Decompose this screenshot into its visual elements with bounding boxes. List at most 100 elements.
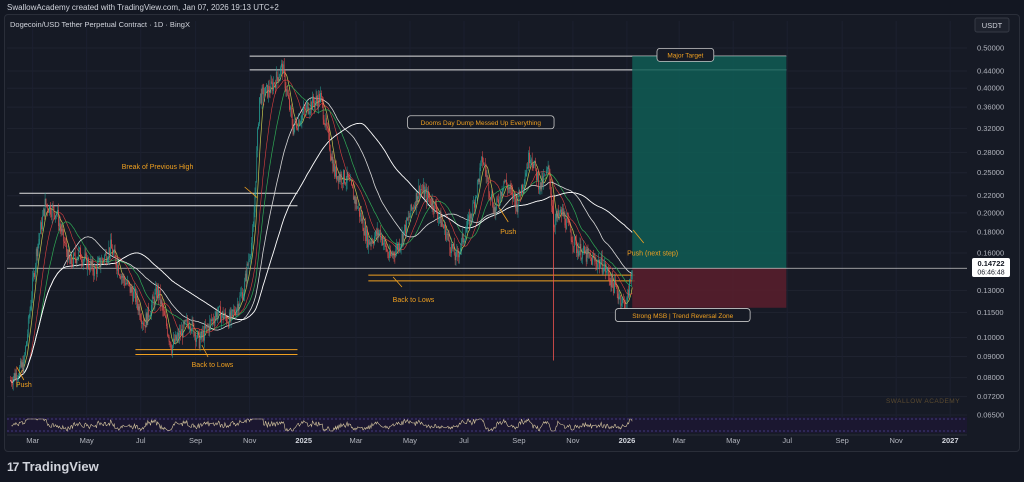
candle — [263, 88, 265, 98]
candle — [602, 271, 604, 273]
candle — [623, 300, 625, 302]
candle — [440, 211, 442, 227]
candle — [56, 213, 57, 216]
candle — [493, 207, 495, 213]
candle — [383, 239, 385, 243]
candle — [448, 233, 450, 242]
candle — [370, 242, 372, 244]
annotation-label: Back to Lows — [192, 362, 234, 369]
candle — [118, 265, 119, 275]
tradingview-logo[interactable]: 17 TradingView — [7, 459, 99, 474]
candle — [373, 242, 374, 244]
candle — [533, 163, 535, 169]
candle — [307, 102, 309, 114]
price-chart[interactable]: Major Target Dooms Day Dump Messed Up Eve… — [5, 15, 1019, 451]
candle — [434, 201, 436, 212]
candle — [359, 207, 360, 217]
price-tick: 0.50000 — [977, 44, 1004, 53]
candle — [338, 174, 340, 183]
candle — [548, 165, 550, 170]
candle — [157, 285, 158, 298]
candle — [569, 222, 570, 225]
candle — [134, 288, 135, 292]
candle — [584, 246, 585, 254]
candle — [169, 341, 171, 343]
candle — [39, 233, 41, 240]
currency-button[interactable]: USDT — [974, 17, 1010, 33]
candle — [24, 355, 26, 359]
candle — [76, 259, 78, 264]
candle — [151, 296, 153, 305]
candle — [411, 204, 413, 210]
candle — [276, 71, 278, 78]
candle — [368, 239, 369, 248]
candle — [447, 233, 449, 235]
candle — [262, 87, 264, 89]
candle — [115, 255, 117, 266]
candle — [479, 167, 481, 183]
candle — [454, 255, 456, 261]
candle — [551, 193, 552, 206]
candle — [85, 253, 87, 255]
candle — [427, 191, 428, 203]
price-tick: 0.32000 — [977, 124, 1004, 133]
candle — [629, 279, 630, 297]
candle — [213, 321, 215, 324]
candle — [196, 337, 197, 342]
candle — [188, 323, 189, 329]
candle — [176, 336, 178, 341]
candle — [267, 85, 269, 98]
candle — [142, 322, 143, 325]
candle — [401, 233, 403, 245]
candle — [382, 236, 383, 246]
candle — [430, 198, 431, 204]
candle — [420, 189, 421, 196]
chart-panel[interactable]: Major Target Dooms Day Dump Messed Up Eve… — [4, 14, 1020, 452]
candle — [41, 222, 42, 230]
candle — [104, 255, 105, 261]
candle — [319, 93, 320, 103]
candle — [282, 63, 283, 74]
price-tick: 0.40000 — [977, 84, 1004, 93]
ma-green — [10, 84, 633, 384]
candle — [391, 254, 393, 256]
candle — [476, 181, 478, 196]
candle — [486, 176, 488, 177]
candle — [559, 212, 560, 217]
candle — [264, 94, 266, 98]
candle — [174, 334, 176, 343]
candle — [44, 198, 46, 216]
candle — [287, 90, 289, 96]
candle — [439, 211, 441, 218]
candle — [489, 193, 490, 198]
candle — [360, 212, 361, 217]
candle — [339, 174, 341, 180]
candle — [31, 296, 33, 306]
candle — [261, 87, 263, 104]
candle — [505, 179, 506, 182]
candle — [565, 225, 567, 230]
candle — [275, 71, 277, 89]
stop-zone — [632, 268, 787, 308]
candle — [123, 275, 125, 281]
candle — [18, 375, 19, 379]
time-tick: Mar — [349, 436, 362, 445]
candle — [242, 292, 243, 301]
annotation-label: Strong MSB | Trend Reversal Zone — [632, 313, 733, 320]
candle — [381, 236, 382, 240]
candle — [530, 159, 531, 164]
candle — [473, 201, 475, 204]
candle — [147, 306, 149, 325]
candle — [270, 81, 272, 93]
candle — [478, 178, 480, 183]
candle — [177, 332, 179, 337]
candle — [155, 287, 157, 293]
candle — [515, 198, 516, 209]
candle — [68, 249, 70, 259]
candle — [511, 188, 513, 190]
candle — [384, 239, 386, 245]
candle — [488, 178, 490, 194]
candle — [215, 311, 217, 317]
candle — [180, 330, 181, 336]
candle — [586, 249, 588, 262]
